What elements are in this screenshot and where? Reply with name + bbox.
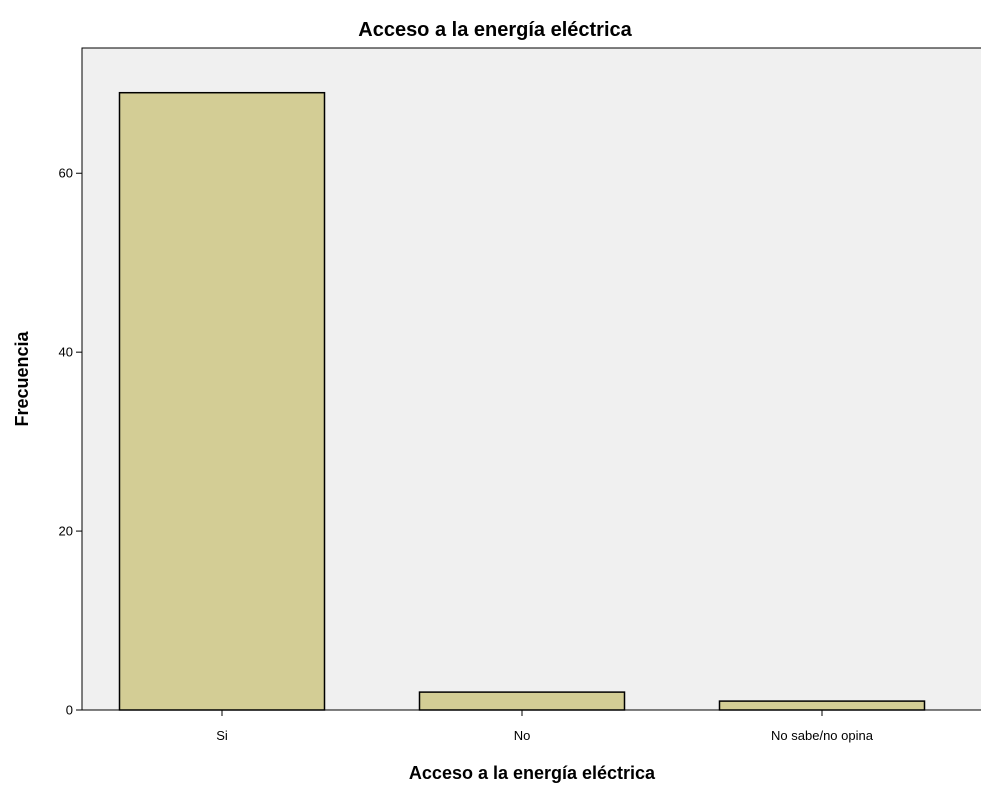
y-tick-label: 0: [66, 703, 73, 718]
y-tick-label: 20: [59, 524, 73, 539]
y-tick-label: 40: [59, 345, 73, 360]
bar-si: [118, 91, 326, 711]
y-axis-label: Frecuencia: [12, 330, 32, 426]
y-axis-ticks: 0 20 40 60: [59, 166, 82, 718]
chart-title: Acceso a la energía eléctrica: [358, 19, 632, 41]
x-tick-label: No: [514, 728, 531, 743]
bar-no-sabe-no-opina: [718, 700, 926, 711]
bars-group: [118, 91, 926, 711]
x-axis-ticks: Si No No sabe/no opina: [216, 710, 874, 743]
bar-no: [418, 691, 626, 711]
y-tick-label: 60: [59, 166, 73, 181]
x-axis-label: Acceso a la energía eléctrica: [409, 763, 656, 783]
x-tick-label: No sabe/no opina: [771, 728, 874, 743]
x-tick-label: Si: [216, 728, 228, 743]
